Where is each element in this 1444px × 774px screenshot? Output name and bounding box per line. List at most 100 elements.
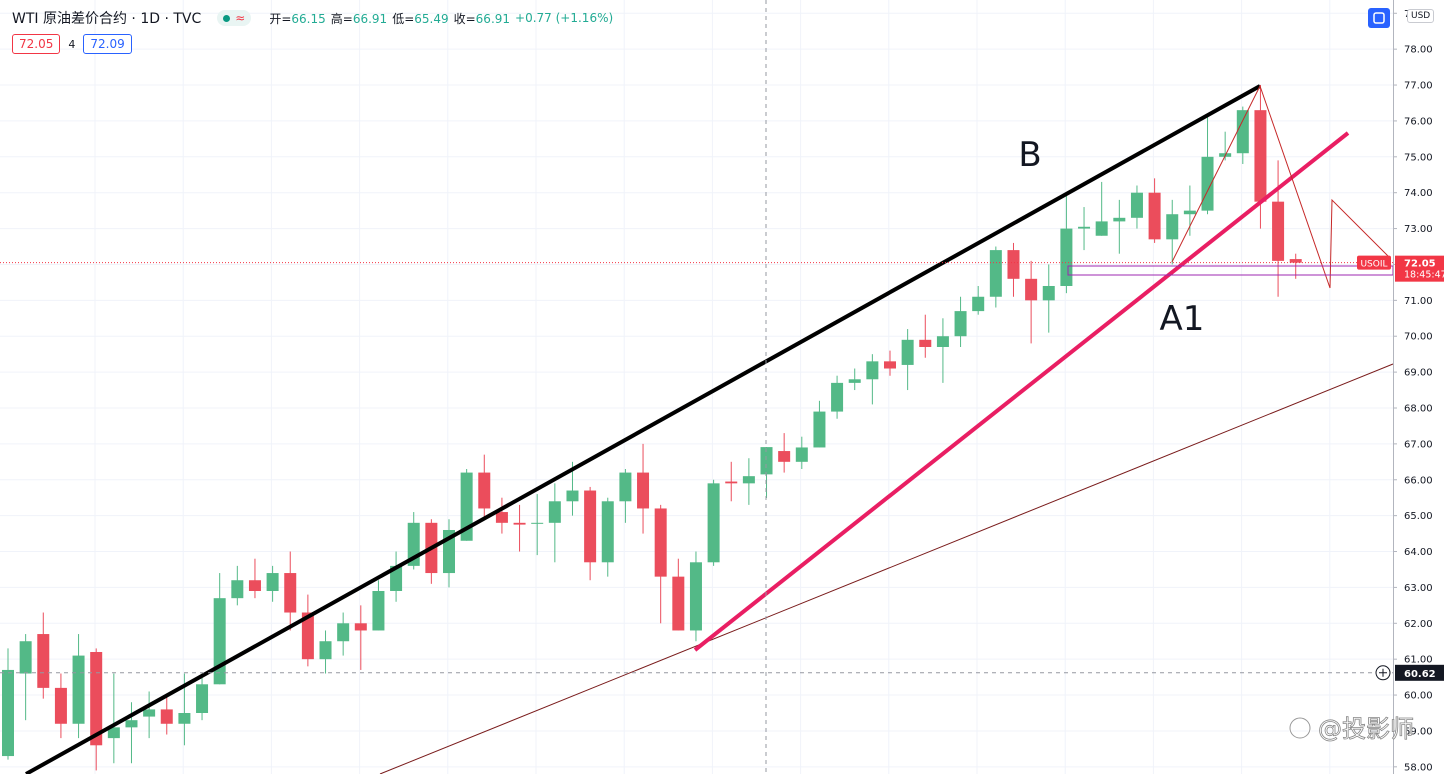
candle-body (319, 641, 332, 660)
candle-body (284, 573, 297, 613)
candle-body (72, 655, 85, 724)
bid[interactable]: 72.05 (12, 34, 61, 54)
candle-body (1095, 221, 1108, 236)
candle-body (531, 522, 544, 524)
candle-body (707, 483, 720, 563)
icon (1379, 668, 1387, 677)
y-tick-label: 73.00 (1404, 224, 1433, 235)
candle-body (972, 296, 985, 312)
symbol-tag-text: USOIL (1360, 260, 1387, 270)
y-tick-label: 59.00 (1404, 726, 1433, 737)
ohlc-name: 收= (453, 11, 476, 26)
candle-body (2, 669, 14, 757)
y-tick-label: 58.00 (1404, 762, 1433, 773)
y-tick-label: 68.00 (1404, 403, 1433, 414)
candle-body (1254, 110, 1267, 202)
candle-body (495, 512, 508, 523)
ohlc-name: 开= (269, 11, 292, 26)
ohlc-name: 低= (392, 11, 415, 26)
candle-body (742, 476, 755, 484)
candle-body (460, 472, 473, 541)
y-tick-label: 67.00 (1404, 439, 1433, 450)
trend-line-a1 (693, 131, 1350, 652)
crosshair-label-box (1395, 664, 1444, 681)
currency-selector[interactable]: USD (1407, 9, 1435, 23)
axis-background (1393, 0, 1444, 774)
ohlc-value: 65.49 (414, 11, 449, 26)
y-tick-label: 74.00 (1404, 188, 1433, 199)
y-tick-label: 61.00 (1404, 655, 1433, 666)
candle-body (1236, 110, 1249, 154)
y-tick-label: 64.00 (1404, 547, 1433, 558)
status-pill[interactable]: ≈ (217, 10, 252, 26)
candles (2, 85, 1302, 771)
candle-body (37, 634, 50, 688)
candle-body (778, 451, 791, 462)
ohlc-value: 66.15 (291, 11, 326, 26)
candle-body (884, 361, 896, 369)
candle-body (231, 580, 244, 599)
y-tick-label: 76.00 (1404, 116, 1433, 127)
watermark-text: @投影师 (1318, 715, 1414, 743)
candle-body (513, 522, 526, 525)
candle-body (266, 573, 279, 591)
candle-body (19, 641, 32, 674)
candle-body (795, 447, 808, 462)
candle-body (548, 501, 561, 523)
trend-line-lower (379, 363, 1394, 774)
y-tick-label: 62.00 (1404, 619, 1433, 630)
y-tick-label: 78.00 (1404, 45, 1433, 56)
candle-body (1289, 259, 1302, 263)
candle-body (1060, 228, 1073, 286)
watermark-logo (1289, 717, 1311, 739)
y-tick-label: 77.00 (1404, 81, 1433, 92)
grid (0, 0, 1393, 774)
price-axis: 58.00 59.00 60.00 61.00 62.00 63.00 64.00 65.00… (1393, 0, 1444, 774)
candle-body (372, 590, 385, 631)
ohlc-value: 66.91 (475, 11, 511, 26)
candle-body (1113, 217, 1126, 222)
candle-body (637, 472, 650, 509)
candle-body (390, 565, 403, 591)
header: WTI 原油差价合约 · 1D · TVC ≈ 开=66.15 高=66.91 低=… (12, 8, 613, 28)
candle-body (213, 598, 226, 685)
candle-body (1166, 214, 1179, 240)
price-label: 72.05 (1404, 259, 1436, 270)
countdown: 18:45:47 (1404, 270, 1444, 281)
candle-body (919, 339, 932, 347)
candle-body (1148, 192, 1161, 240)
candle-body (301, 612, 314, 660)
candle-body (478, 472, 491, 509)
candle-body (760, 447, 773, 475)
candle-body (989, 250, 1002, 297)
candle-body (1183, 210, 1196, 215)
y-tick-label: 66.00 (1404, 475, 1433, 486)
candle-body (196, 684, 209, 713)
candle-body (90, 651, 103, 746)
candle-body (831, 382, 844, 412)
crosshair-label: 60.62 (1404, 669, 1436, 680)
candle-body (1007, 250, 1020, 279)
candle-body (178, 712, 191, 724)
y-tick-label: 75.00 (1404, 152, 1433, 163)
ask[interactable]: 72.09 (83, 34, 132, 54)
y-tick-label: 63.00 (1404, 583, 1433, 594)
candle-body (619, 472, 632, 502)
ohlc-name: 高= (330, 11, 353, 26)
candle-body (566, 490, 579, 502)
y-tick-label: 65.00 (1404, 511, 1433, 522)
trend-line-b (25, 84, 1261, 774)
candle-body (160, 709, 173, 724)
candle-body (1272, 201, 1285, 261)
spread: 4 (68, 37, 76, 51)
candle-body (654, 508, 667, 577)
y-tick-label: 71.00 (1404, 296, 1433, 307)
candle-body (725, 481, 738, 484)
ohlc-legend: 开=66.15 高=66.91 低=65.49 收=66.91 (269, 10, 515, 27)
candle-body (866, 361, 879, 380)
candle-body (601, 501, 614, 563)
candle-body (1201, 156, 1214, 211)
auto-scale-button[interactable] (1368, 8, 1390, 28)
